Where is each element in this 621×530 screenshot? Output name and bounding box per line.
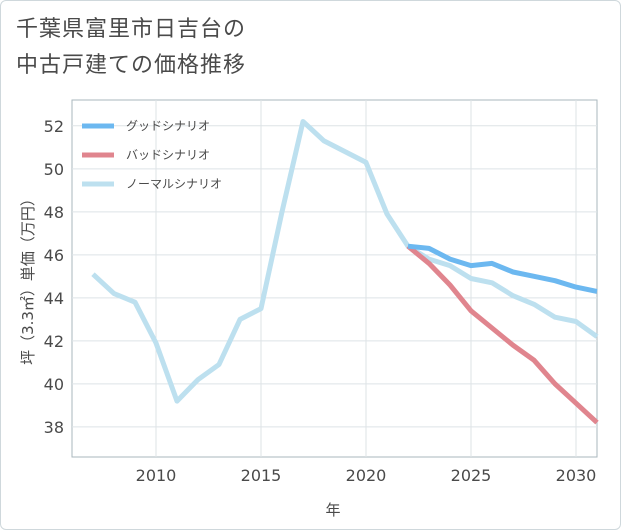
y-tick-label: 38 xyxy=(44,418,64,437)
x-tick-label: 2030 xyxy=(556,466,597,485)
plot-area xyxy=(71,99,598,458)
x-tick-label: 2025 xyxy=(451,466,492,485)
legend-label-2: バッドシナリオ xyxy=(126,148,210,162)
x-tick-label: 2020 xyxy=(346,466,387,485)
y-tick-label: 48 xyxy=(44,203,64,222)
chart-title-line-2: 中古戸建ての価格推移 xyxy=(16,53,247,78)
series-line-3 xyxy=(91,119,599,404)
y-axis-label: 坪（3.3㎡）単価（万円） xyxy=(19,191,37,365)
series-line-1 xyxy=(407,243,598,294)
y-tick-label: 52 xyxy=(44,117,64,136)
x-tick-label: 2010 xyxy=(136,466,177,485)
y-tick-label: 40 xyxy=(44,375,64,394)
series-line-2 xyxy=(406,244,599,425)
legend-label-1: グッドシナリオ xyxy=(126,119,210,133)
axis-ticks: 38 40 42 44 46 48 50 52 2010 2015 2020 2025 2030 xyxy=(44,117,597,485)
y-tick-label: 42 xyxy=(44,332,64,351)
legend-label-3: ノーマルシナリオ xyxy=(126,177,222,191)
x-tick-label: 2015 xyxy=(241,466,282,485)
chart-title-line-1: 千葉県富里市日吉台の xyxy=(16,17,247,42)
x-axis-label: 年 xyxy=(325,501,340,519)
chart-title: 千葉県富里市日吉台の 中古戸建ての価格推移 xyxy=(16,12,246,84)
y-tick-label: 46 xyxy=(44,246,64,265)
series-lines xyxy=(91,119,599,425)
y-tick-label: 50 xyxy=(44,160,64,179)
y-tick-label: 44 xyxy=(44,289,64,308)
